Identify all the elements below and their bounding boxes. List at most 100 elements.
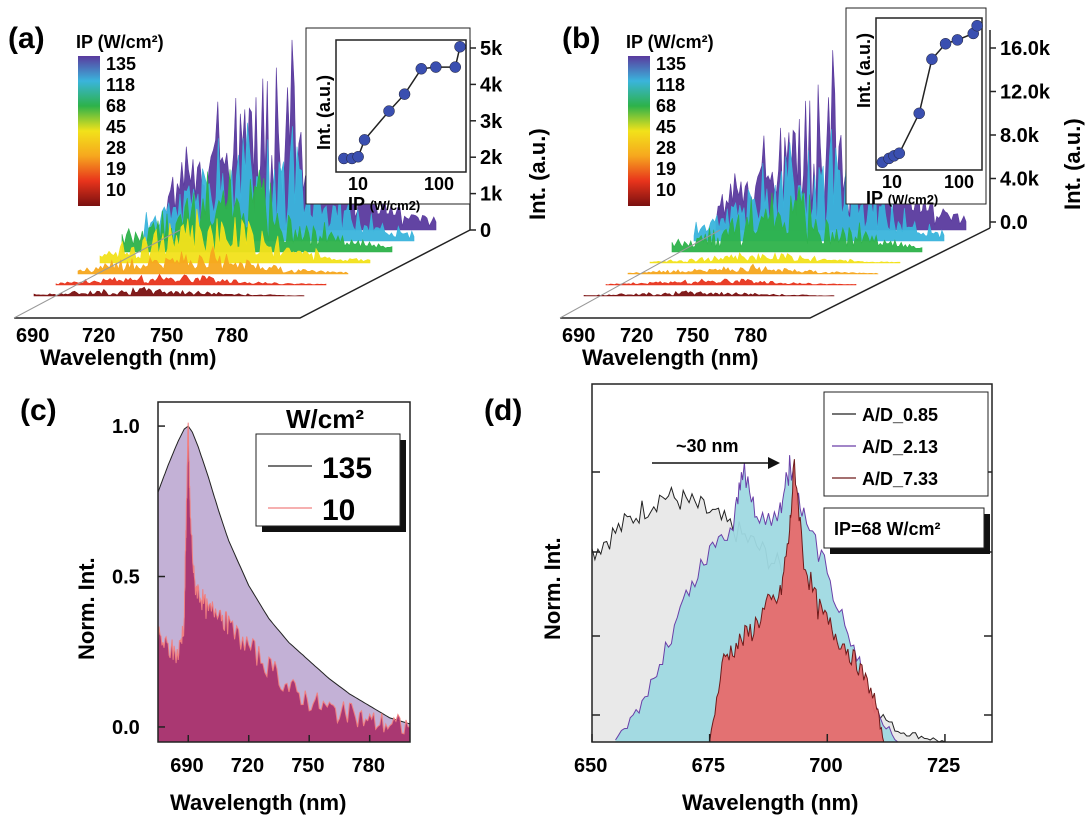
panel-b-xtick: 750 — [676, 325, 709, 347]
spectrum-68 — [671, 186, 923, 253]
colorbar-level: 10 — [106, 180, 126, 200]
panel-a-xtick: 690 — [16, 325, 49, 347]
panel-d-legend-box — [823, 391, 989, 497]
colorbar-level: 68 — [106, 96, 126, 116]
panel-d: (d) 650 675 700 725 Wavelength (nm) Norm. I… — [484, 383, 993, 815]
colorbar-gradient — [628, 56, 650, 206]
panel-d-ip-frame — [823, 507, 985, 549]
x-tick-label: 725 — [927, 755, 960, 777]
panel-a-xtick: 750 — [150, 325, 183, 347]
panel-d-shift-annotation: ~30 nm — [676, 436, 739, 456]
inset-point — [971, 19, 983, 32]
inset-point — [430, 61, 442, 73]
panel-a-xlabel: Wavelength (nm) — [40, 345, 216, 370]
x-tick-label: 720 — [231, 755, 264, 777]
colorbar-level: 19 — [106, 159, 126, 179]
y-tick-label: 0.5 — [112, 567, 140, 589]
panel-b-base-axis — [560, 227, 991, 319]
spectrum-118 — [693, 129, 945, 242]
panel-a-base-axis — [14, 229, 471, 319]
panel-d-legend-entry: A/D_7.33 — [862, 469, 938, 489]
spectrum-28 — [77, 245, 349, 275]
inset-point — [449, 61, 462, 73]
inset-point — [939, 38, 952, 50]
spectrum-45 — [649, 252, 901, 264]
panel-d-ip-text: IP=68 W/cm² — [834, 519, 941, 539]
z-tick-label: 4.0k — [1000, 169, 1040, 191]
panel-b-inset-xtick: 100 — [944, 172, 974, 192]
panel-c-ylabel: Norm. Int. — [74, 557, 99, 660]
spectrum-135 — [165, 39, 437, 231]
panel-a-depth-axis — [13, 229, 181, 319]
y-tick-label: 1.0 — [112, 416, 140, 438]
colorbar-level: 135 — [106, 54, 136, 74]
x-tick-label: 700 — [809, 755, 842, 777]
z-tick-label: 16.0k — [1000, 38, 1051, 60]
panel-c-xlabel: Wavelength (nm) — [170, 790, 346, 815]
inset-point — [352, 151, 364, 163]
panel-b-label: (b) — [562, 22, 600, 55]
z-tick-label: 12.0k — [1000, 82, 1051, 104]
colorbar-level: 19 — [656, 159, 676, 179]
panel-d-ip-box: IP=68 W/cm² — [823, 507, 990, 554]
inset-point — [951, 34, 964, 46]
panel-c: (c) 1.0 0.5 0.0 690 720 750 780 Wavelength (nm… — [20, 394, 411, 815]
spectrum-135 — [715, 50, 967, 231]
spectrum-19 — [605, 278, 857, 286]
series-fill-10 — [158, 422, 410, 742]
inset-point — [398, 88, 411, 100]
panel-a-inset-plot — [335, 39, 467, 173]
z-tick-label: 1k — [480, 184, 503, 206]
panel-c-legend-entry: 10 — [322, 494, 355, 527]
panel-b-inset-ylabel: Int. (a.u.) — [854, 33, 874, 108]
colorbar-level: 28 — [106, 138, 126, 158]
panel-a-inset-xlabel: IP (W/cm2) — [348, 194, 420, 214]
series-line-A/D_2.13 — [615, 455, 899, 743]
inset-point — [415, 63, 428, 75]
panel-d-legend-entry: A/D_0.85 — [862, 405, 938, 425]
inset-point — [913, 107, 925, 120]
panel-b-zlabel: Int. (a.u.) — [1060, 118, 1085, 210]
panel-b-xlabel: Wavelength (nm) — [582, 345, 758, 370]
x-tick-label: 650 — [574, 755, 607, 777]
panel-a-label: (a) — [8, 22, 45, 55]
panel-c-frame — [157, 401, 411, 743]
panel-a-colorbar-title: IP (W/cm²) — [76, 32, 164, 52]
panel-d-shift-arrowhead — [768, 457, 780, 469]
z-tick-label: 0 — [480, 220, 491, 242]
colorbar-level: 68 — [656, 96, 676, 116]
panel-b-inset-xlabel: IP (W/cm2) — [866, 188, 938, 208]
colorbar-level: 135 — [656, 54, 686, 74]
panel-a-inset-ylabel: Int. (a.u.) — [314, 75, 334, 150]
panel-b-waterfall — [583, 50, 967, 297]
panel-d-xlabel: Wavelength (nm) — [682, 790, 858, 815]
panel-d-frame — [591, 383, 993, 743]
panel-c-legend-entry: 135 — [322, 452, 372, 485]
z-tick-label: 8.0k — [1000, 125, 1040, 147]
panel-b-xtick: 780 — [734, 325, 767, 347]
y-tick-label: 0.0 — [112, 717, 140, 739]
spectrum-10 — [583, 290, 835, 297]
inset-point — [383, 105, 395, 117]
z-tick-label: 0.0 — [1000, 212, 1028, 234]
series-fill-A/D_7.33 — [709, 459, 884, 742]
panel-b-xtick: 690 — [562, 325, 595, 347]
spectrum-10 — [33, 286, 305, 297]
panel-a-xtick: 720 — [82, 325, 115, 347]
series-line-10 — [157, 422, 411, 735]
series-line-135 — [157, 425, 411, 725]
colorbar-level: 118 — [106, 75, 135, 95]
panel-b-inset: 10 100 IP (W/cm2) Int. (a.u.) — [845, 7, 987, 208]
x-tick-label: 780 — [352, 755, 385, 777]
panel-c-legend-box — [255, 433, 401, 527]
colorbar-level: 28 — [656, 138, 676, 158]
z-tick-label: 4k — [480, 74, 503, 96]
inset-point — [358, 134, 371, 146]
colorbar-level: 10 — [656, 180, 676, 200]
spectrum-118 — [143, 122, 415, 242]
panel-a-xtick: 780 — [215, 325, 248, 347]
spectrum-45 — [99, 208, 371, 264]
